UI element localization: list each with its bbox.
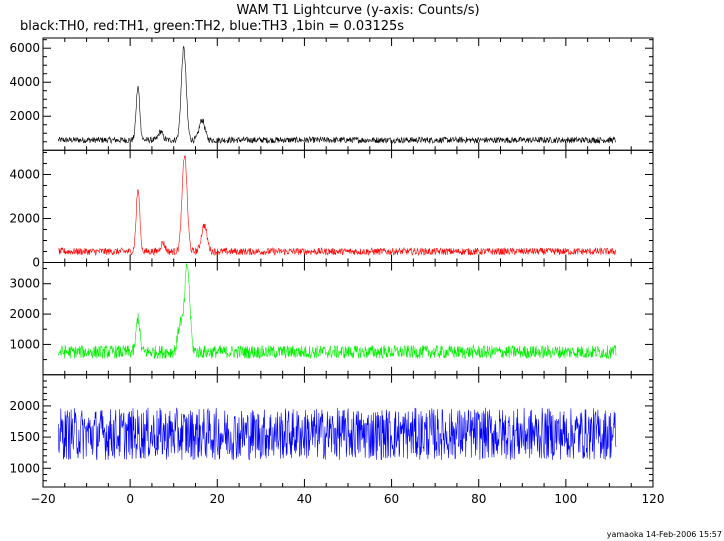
series-th2-line [58,263,617,360]
y-tick-label: 1500 [9,430,40,444]
panel-th3: 1000 1500 2000 [9,374,654,488]
y-tick-label: 4000 [9,167,40,181]
x-tick-label: 40 [297,492,312,506]
panel-th0: 2000 4000 6000 [9,37,654,151]
y-tick-label: 1000 [9,461,40,475]
x-tick-label: 20 [210,492,225,506]
series-th0-line [58,45,617,145]
x-tick-label: 60 [384,492,399,506]
panel-th1: 0 2000 4000 [9,149,654,270]
plot-area: 2000400060000200040001000200030001000150… [9,37,665,506]
x-tick-label: −20 [30,492,55,506]
y-tick-label: 6000 [9,41,40,55]
panel-frame [42,262,654,376]
panel-th2: 1000 2000 3000 [9,262,654,376]
x-tick-label: 80 [471,492,486,506]
y-tick-label: 2000 [9,109,40,123]
x-tick-label: 0 [126,492,134,506]
y-tick-label: 3000 [9,277,40,291]
x-tick-label: 100 [554,492,577,506]
y-tick-label: 2000 [9,307,40,321]
y-tick-label: 1000 [9,337,40,351]
y-tick-label: 0 [32,256,40,270]
x-tick-label: 120 [642,492,665,506]
series-th3-line [58,407,617,461]
chart-footer: yamaoka 14-Feb-2006 15:57 [607,530,722,539]
y-tick-label: 2000 [9,399,40,413]
series-th1-line [58,154,616,257]
panel-frame [42,374,654,488]
y-tick-label: 2000 [9,211,40,225]
chart-title: WAM T1 Lightcurve (y-axis: Counts/s) [236,3,479,18]
chart-subtitle: black:TH0, red:TH1, green:TH2, blue:TH3 … [20,19,404,34]
y-tick-label: 4000 [9,75,40,89]
